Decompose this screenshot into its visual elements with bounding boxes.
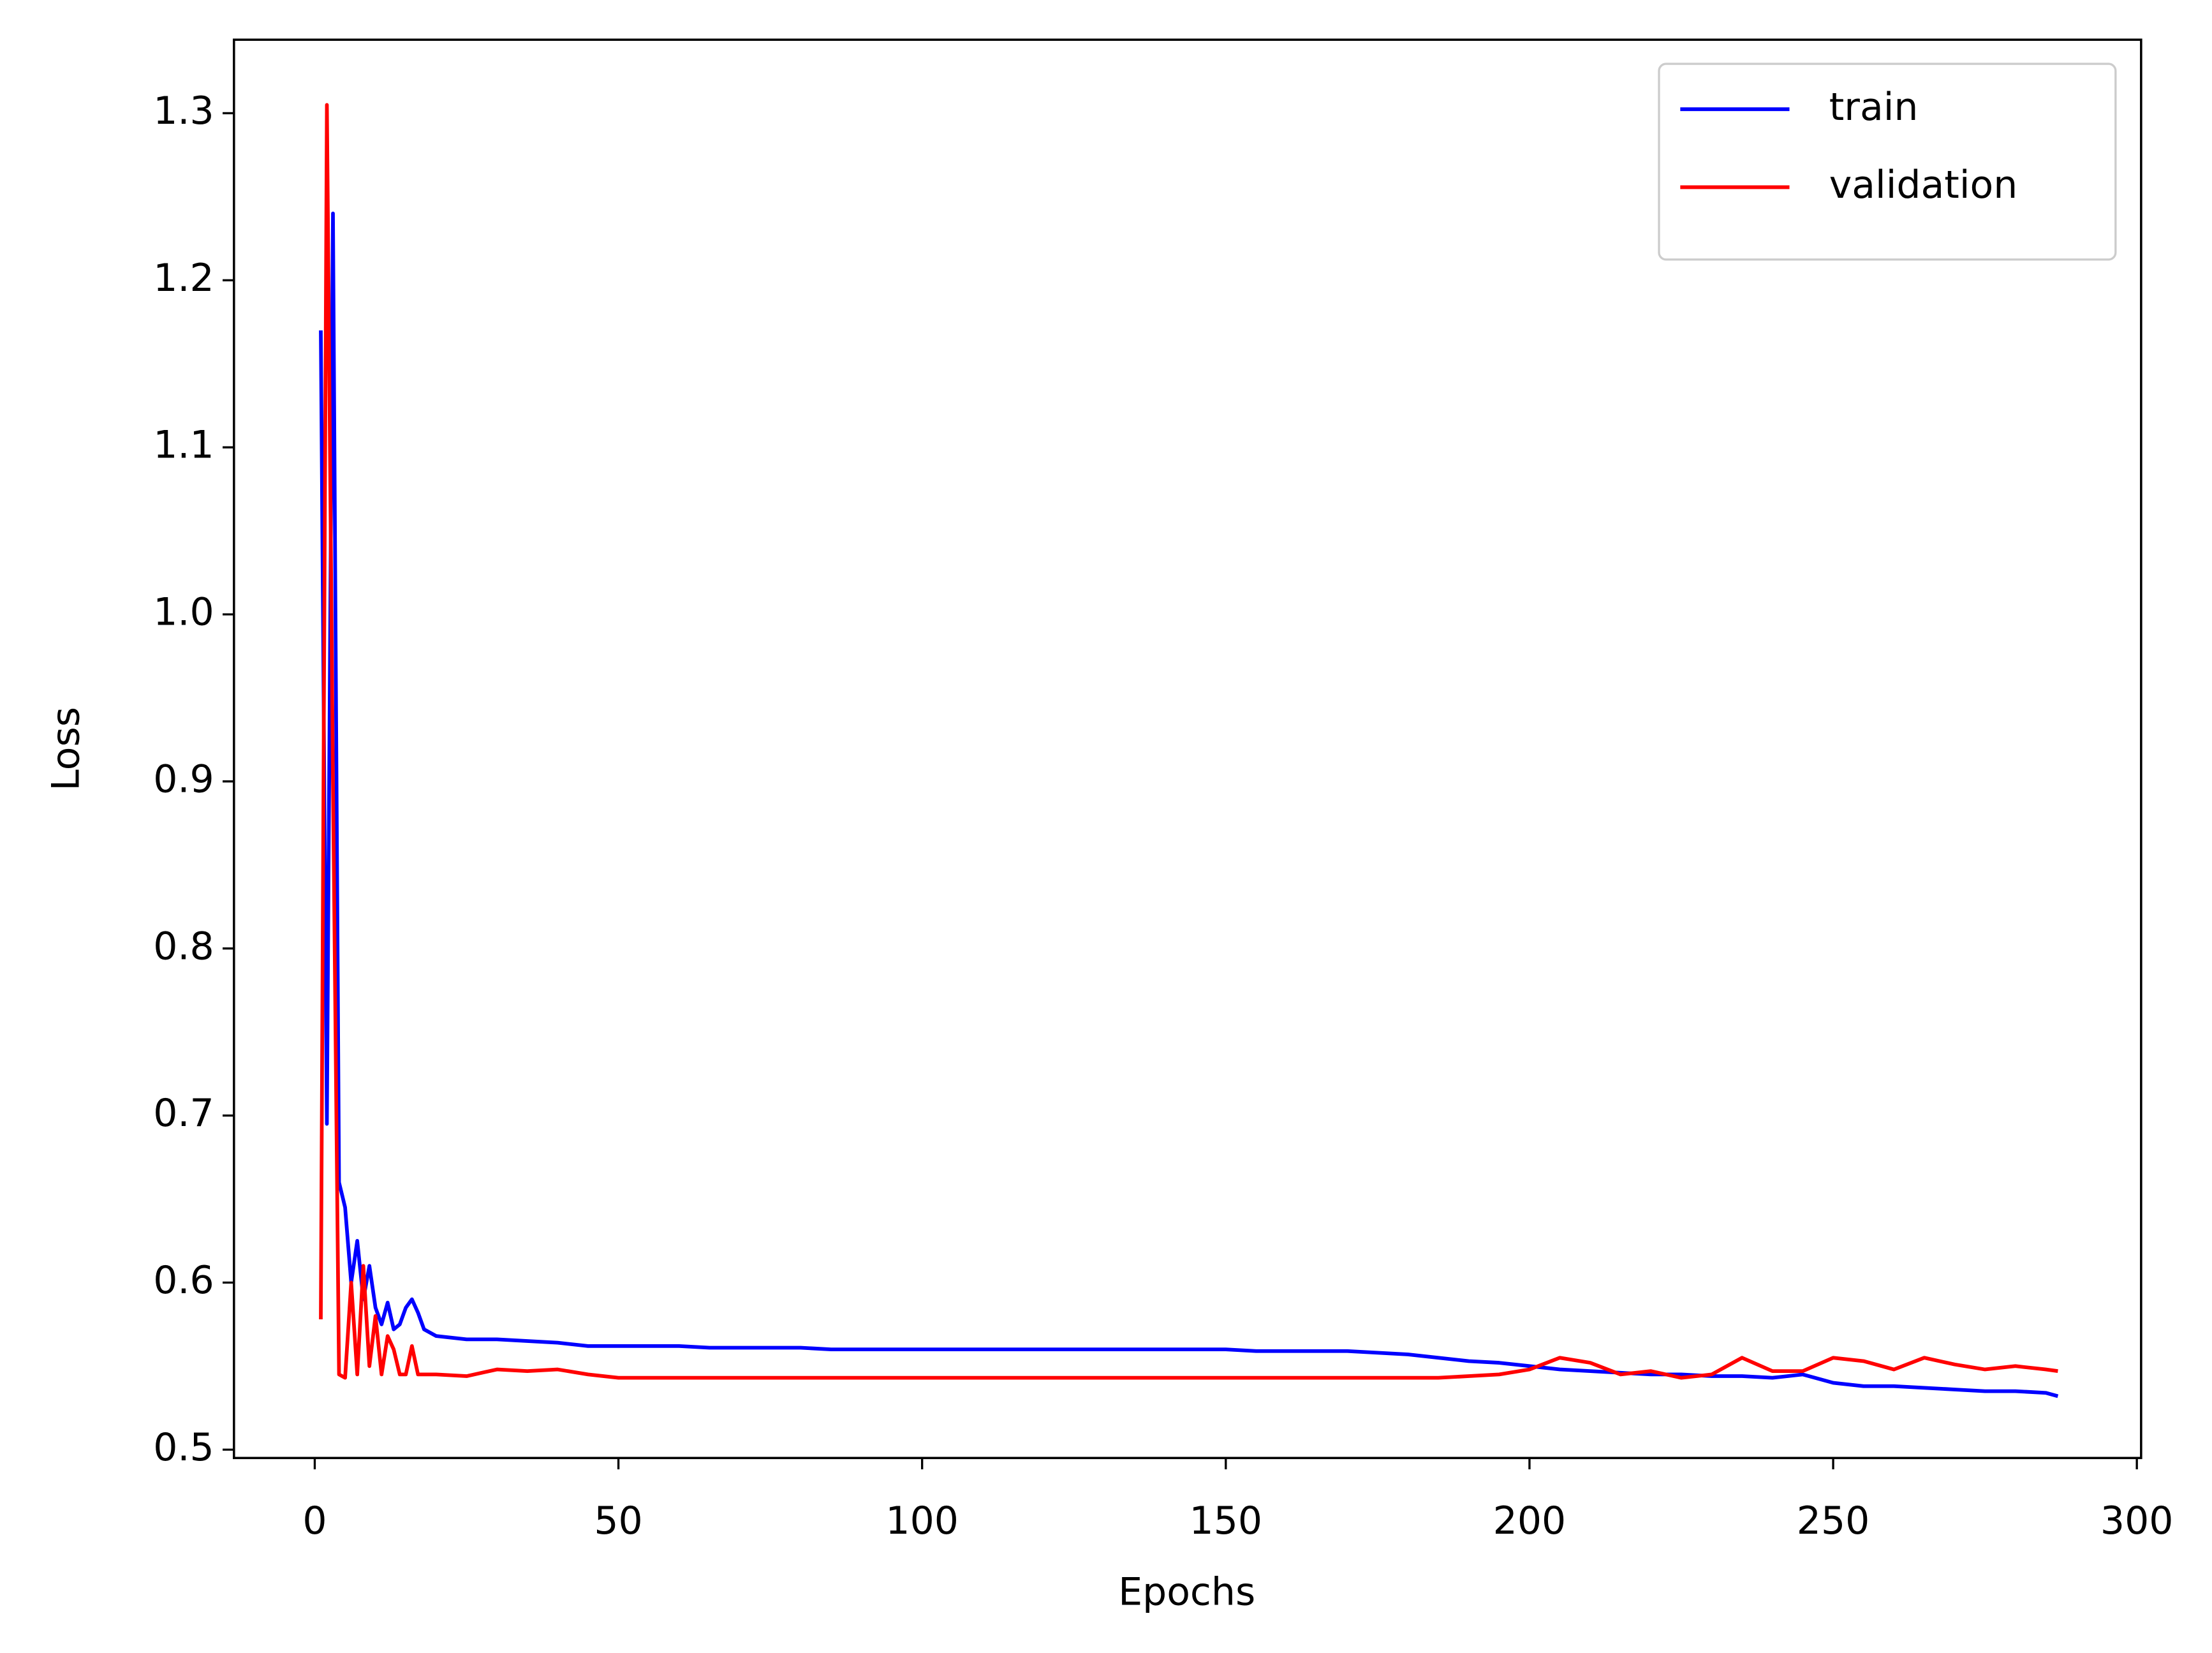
y-tick-label: 0.5 [153,1425,214,1470]
y-tick-label: 1.2 [153,256,214,300]
y-tick-label: 1.0 [153,590,214,635]
plot-frame [233,38,2142,1460]
x-tick-label: 150 [1190,1499,1263,1543]
y-tick-label: 0.9 [153,757,214,801]
y-tick-label: 1.1 [153,423,214,468]
x-tick-label: 300 [2100,1499,2174,1543]
x-axis-label: Epochs [1118,1569,1255,1614]
x-tick-label: 0 [302,1499,327,1543]
series-line [319,211,2059,1398]
series-line [319,103,2058,1380]
y-tick-label: 0.6 [153,1258,214,1303]
x-tick-label: 250 [1797,1499,1870,1543]
y-axis-label: Loss [43,707,88,791]
legend-box [1658,63,2117,261]
y-tick-label: 1.3 [153,89,214,133]
x-tick-label: 50 [594,1499,642,1543]
legend-label: train [1829,85,1919,130]
legend-label: validation [1829,163,2017,207]
y-tick-label: 0.8 [153,924,214,968]
x-tick-label: 100 [885,1499,959,1543]
x-tick-label: 200 [1493,1499,1567,1543]
y-tick-label: 0.7 [153,1091,214,1136]
